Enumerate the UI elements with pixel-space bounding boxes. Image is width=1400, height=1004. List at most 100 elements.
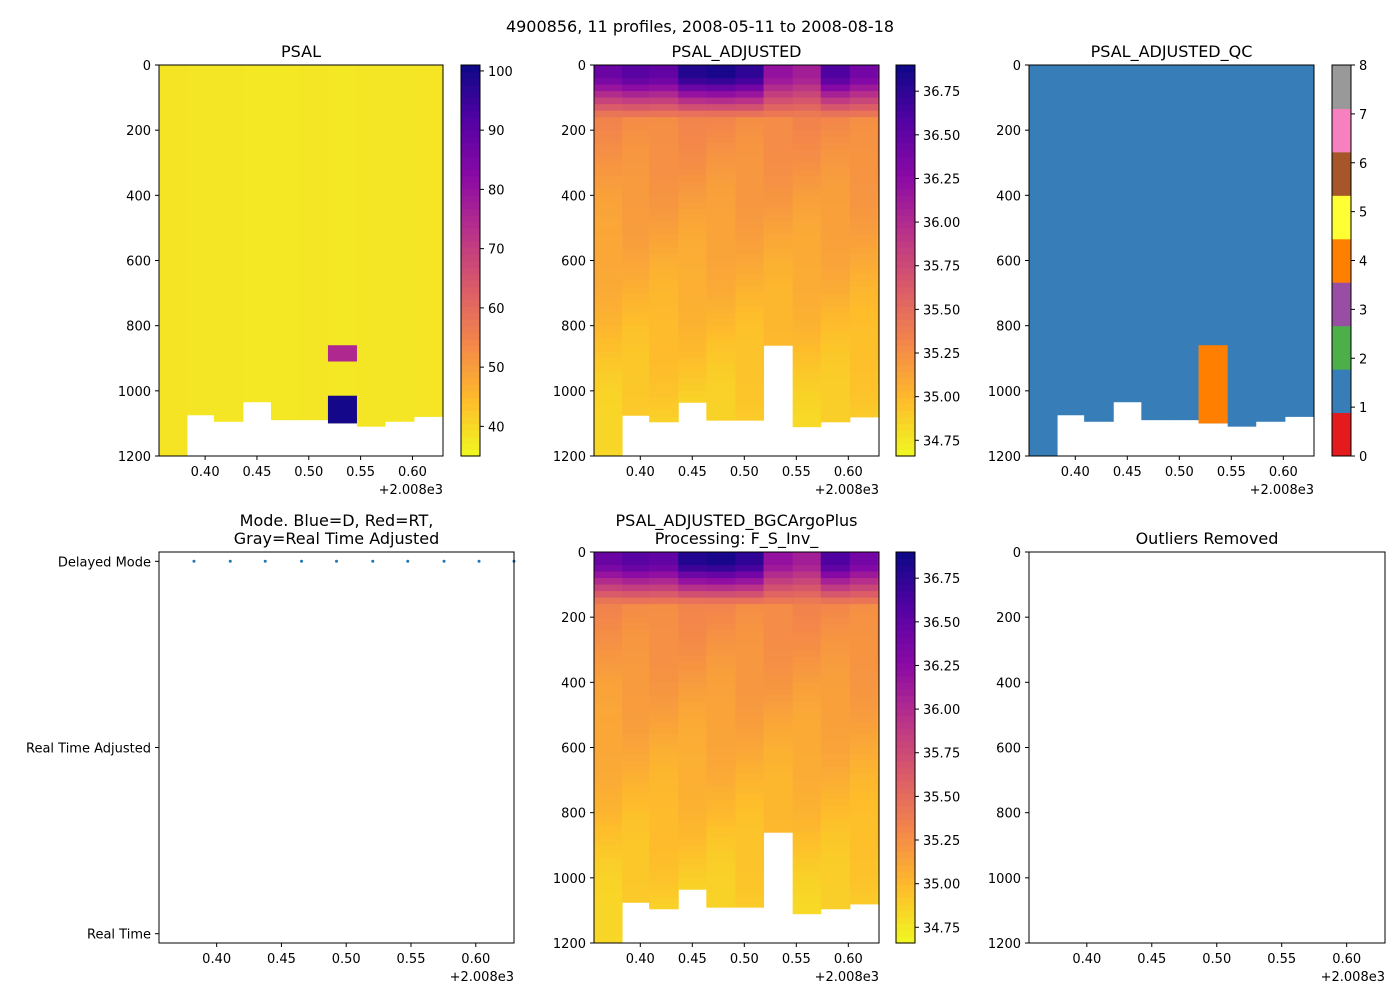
heatmap-cell bbox=[820, 552, 851, 560]
heatmap-cell bbox=[792, 136, 822, 144]
heatmap-cell bbox=[876, 84, 880, 92]
heatmap-cell bbox=[792, 338, 822, 346]
colorbar-tick-label: 36.00 bbox=[923, 216, 960, 231]
heatmap-cell bbox=[876, 688, 880, 696]
heatmap-cell bbox=[594, 636, 623, 644]
heatmap-cell bbox=[820, 793, 851, 801]
heatmap-cell bbox=[735, 162, 765, 170]
heatmap-cell bbox=[594, 662, 623, 670]
heatmap-cell bbox=[678, 871, 707, 879]
heatmap-cell bbox=[594, 286, 623, 294]
heatmap-cell bbox=[622, 584, 650, 592]
heatmap-cell bbox=[820, 806, 851, 814]
heatmap-cell bbox=[849, 110, 878, 118]
heatmap-cell bbox=[706, 97, 736, 105]
heatmap-cell bbox=[706, 247, 736, 255]
heatmap-cell bbox=[678, 110, 707, 118]
x-tick-label: 0.40 bbox=[191, 465, 220, 480]
heatmap-cell bbox=[820, 565, 851, 573]
heatmap-cell bbox=[763, 338, 794, 346]
heatmap-cell bbox=[735, 708, 765, 716]
heatmap-cell bbox=[763, 695, 794, 703]
heatmap-cell bbox=[649, 727, 679, 735]
heatmap-cell bbox=[649, 280, 679, 288]
heatmap-cell bbox=[1170, 65, 1200, 421]
heatmap-cell bbox=[876, 708, 880, 716]
y-tick-label: 800 bbox=[126, 320, 151, 335]
heatmap-cell bbox=[820, 201, 851, 209]
mode-point bbox=[406, 559, 410, 563]
heatmap-cell bbox=[706, 864, 736, 872]
colorbar-segment bbox=[461, 227, 480, 236]
heatmap-cell bbox=[594, 156, 623, 164]
heatmap-cell bbox=[763, 175, 794, 183]
heatmap-cell bbox=[622, 149, 650, 157]
heatmap-cell bbox=[876, 260, 880, 268]
heatmap-cell bbox=[678, 780, 707, 788]
heatmap-cell bbox=[820, 319, 851, 327]
heatmap-cell bbox=[735, 234, 765, 242]
panel-title: PSAL_ADJUSTED bbox=[671, 42, 801, 62]
heatmap-cell bbox=[594, 819, 623, 827]
colorbar-segment bbox=[461, 377, 480, 385]
heatmap-cell bbox=[678, 786, 707, 794]
heatmap-cell bbox=[820, 636, 851, 644]
heatmap-cell bbox=[622, 610, 650, 618]
heatmap-cell bbox=[763, 819, 794, 827]
heatmap-cell bbox=[594, 884, 623, 892]
heatmap-cell bbox=[820, 701, 851, 709]
heatmap-cell bbox=[622, 234, 650, 242]
heatmap-cell bbox=[792, 319, 822, 327]
y-tick-label: 1200 bbox=[988, 937, 1021, 952]
x-tick-label: 0.55 bbox=[782, 952, 811, 967]
heatmap-cell bbox=[820, 123, 851, 131]
heatmap-cell bbox=[876, 747, 880, 755]
heatmap-cell bbox=[876, 293, 880, 301]
heatmap-cell bbox=[849, 604, 878, 612]
heatmap-cell bbox=[820, 286, 851, 294]
heatmap-cell bbox=[763, 332, 794, 340]
heatmap-cell bbox=[792, 65, 822, 73]
heatmap-cell bbox=[792, 552, 822, 560]
colorbar-segment bbox=[896, 293, 915, 301]
heatmap-cell bbox=[622, 786, 650, 794]
colorbar-segment bbox=[896, 397, 915, 405]
colorbar-segment bbox=[896, 584, 915, 592]
heatmap-cell bbox=[622, 819, 650, 827]
heatmap-cell bbox=[763, 578, 794, 586]
heatmap-cell bbox=[649, 110, 679, 118]
heatmap-cell bbox=[735, 825, 765, 833]
heatmap-cell bbox=[622, 332, 650, 340]
heatmap-cell bbox=[876, 280, 880, 288]
heatmap-cell bbox=[876, 682, 880, 690]
heatmap-cell bbox=[622, 143, 650, 151]
colorbar-segment bbox=[461, 84, 480, 92]
heatmap-cell bbox=[649, 358, 679, 366]
x-tick-label: 0.55 bbox=[782, 465, 811, 480]
heatmap-cell bbox=[622, 403, 650, 411]
heatmap-cell bbox=[594, 864, 623, 872]
heatmap-cell bbox=[792, 597, 822, 605]
heatmap-cell bbox=[622, 110, 650, 118]
heatmap-cell bbox=[706, 727, 736, 735]
colorbar-segment bbox=[896, 416, 915, 425]
heatmap-cell bbox=[735, 760, 765, 768]
heatmap-cell bbox=[678, 597, 707, 605]
heatmap-cell bbox=[820, 695, 851, 703]
heatmap-cell bbox=[706, 903, 736, 908]
heatmap-cell bbox=[735, 701, 765, 709]
colorbar-segment bbox=[1332, 238, 1351, 283]
heatmap-cell bbox=[706, 760, 736, 768]
heatmap-cell bbox=[649, 714, 679, 722]
colorbar-segment bbox=[896, 338, 915, 346]
heatmap-cell bbox=[820, 130, 851, 138]
heatmap-cell bbox=[594, 806, 623, 814]
heatmap-cell bbox=[622, 649, 650, 657]
colorbar-segment bbox=[896, 936, 915, 944]
mode-point bbox=[192, 559, 196, 563]
heatmap-cell bbox=[649, 734, 679, 742]
heatmap-cell bbox=[594, 273, 623, 281]
heatmap-cell bbox=[735, 571, 765, 579]
heatmap-cell bbox=[594, 325, 623, 333]
heatmap-cell bbox=[876, 338, 880, 346]
